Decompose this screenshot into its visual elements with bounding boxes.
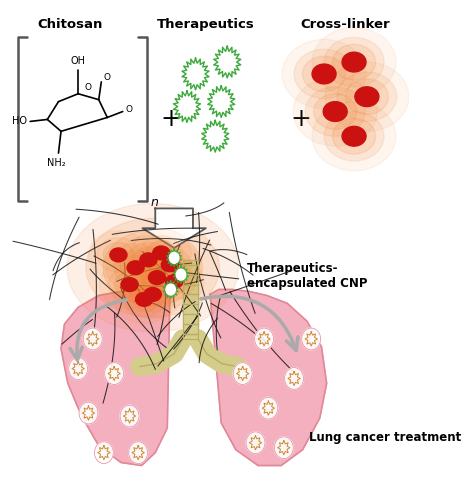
Ellipse shape xyxy=(305,87,365,136)
Circle shape xyxy=(176,269,186,280)
Ellipse shape xyxy=(97,238,140,272)
Text: O: O xyxy=(85,83,92,92)
Circle shape xyxy=(105,363,124,384)
Ellipse shape xyxy=(302,56,346,92)
Ellipse shape xyxy=(161,258,178,272)
Circle shape xyxy=(255,328,273,350)
Ellipse shape xyxy=(355,87,379,107)
Circle shape xyxy=(83,328,102,350)
Ellipse shape xyxy=(136,292,153,307)
Ellipse shape xyxy=(325,62,409,131)
Circle shape xyxy=(69,358,88,379)
Text: OH: OH xyxy=(71,56,86,66)
Ellipse shape xyxy=(148,247,191,282)
Ellipse shape xyxy=(142,265,173,290)
Circle shape xyxy=(166,284,175,295)
Ellipse shape xyxy=(67,204,238,332)
Ellipse shape xyxy=(312,28,396,97)
Ellipse shape xyxy=(144,257,204,306)
Circle shape xyxy=(79,402,98,424)
Ellipse shape xyxy=(153,264,196,299)
Ellipse shape xyxy=(127,243,170,277)
Ellipse shape xyxy=(342,126,366,146)
Ellipse shape xyxy=(140,241,200,289)
Text: Chitosan: Chitosan xyxy=(37,18,102,31)
Ellipse shape xyxy=(106,244,165,292)
Polygon shape xyxy=(142,209,206,248)
Circle shape xyxy=(94,442,113,463)
Ellipse shape xyxy=(293,77,377,146)
Ellipse shape xyxy=(165,275,182,288)
Text: n: n xyxy=(150,196,158,209)
Ellipse shape xyxy=(148,271,165,284)
Text: Therapeutics: Therapeutics xyxy=(157,18,255,31)
Ellipse shape xyxy=(114,272,145,297)
Ellipse shape xyxy=(114,275,174,324)
Ellipse shape xyxy=(129,287,160,312)
Ellipse shape xyxy=(127,261,144,275)
Ellipse shape xyxy=(123,282,165,317)
Circle shape xyxy=(302,328,320,350)
Text: NH₂: NH₂ xyxy=(46,158,65,168)
Ellipse shape xyxy=(120,255,151,280)
Ellipse shape xyxy=(103,230,202,306)
Polygon shape xyxy=(182,260,198,339)
Ellipse shape xyxy=(342,52,366,72)
Ellipse shape xyxy=(118,236,178,284)
Text: O: O xyxy=(125,105,132,114)
Circle shape xyxy=(274,437,293,459)
Ellipse shape xyxy=(121,277,138,291)
Ellipse shape xyxy=(282,39,366,109)
Ellipse shape xyxy=(127,253,187,302)
Text: Lung cancer treatment: Lung cancer treatment xyxy=(310,431,462,444)
Ellipse shape xyxy=(137,282,168,307)
Ellipse shape xyxy=(294,49,354,99)
Ellipse shape xyxy=(314,94,357,129)
Ellipse shape xyxy=(131,277,174,312)
Ellipse shape xyxy=(153,246,170,260)
Ellipse shape xyxy=(100,260,160,309)
Ellipse shape xyxy=(332,119,375,154)
Circle shape xyxy=(285,368,303,389)
Ellipse shape xyxy=(345,79,389,115)
Circle shape xyxy=(120,405,139,427)
Ellipse shape xyxy=(312,102,396,171)
Ellipse shape xyxy=(103,243,134,267)
Circle shape xyxy=(246,432,265,454)
Ellipse shape xyxy=(114,250,157,285)
Ellipse shape xyxy=(140,253,157,267)
Ellipse shape xyxy=(155,252,185,277)
Ellipse shape xyxy=(140,236,182,270)
Ellipse shape xyxy=(159,269,190,294)
Ellipse shape xyxy=(144,287,161,302)
Ellipse shape xyxy=(110,248,127,262)
Ellipse shape xyxy=(108,267,151,302)
Text: Therapeutics-
encapsulated CNP: Therapeutics- encapsulated CNP xyxy=(247,262,367,290)
Ellipse shape xyxy=(86,218,219,317)
Ellipse shape xyxy=(324,37,384,87)
Ellipse shape xyxy=(324,112,384,161)
Ellipse shape xyxy=(89,231,148,279)
Ellipse shape xyxy=(323,102,347,122)
Text: +: + xyxy=(160,107,181,131)
Polygon shape xyxy=(61,289,170,465)
Ellipse shape xyxy=(146,241,177,265)
Ellipse shape xyxy=(337,72,397,122)
Circle shape xyxy=(259,397,278,419)
Text: O: O xyxy=(103,73,110,83)
Polygon shape xyxy=(210,289,327,465)
Ellipse shape xyxy=(131,229,191,277)
Text: +: + xyxy=(291,107,311,131)
Text: HO: HO xyxy=(12,117,27,126)
Circle shape xyxy=(169,252,179,263)
Ellipse shape xyxy=(133,247,164,272)
Ellipse shape xyxy=(136,260,178,295)
Circle shape xyxy=(129,442,147,463)
Text: Cross-linker: Cross-linker xyxy=(301,18,390,31)
Circle shape xyxy=(233,363,252,384)
Ellipse shape xyxy=(332,44,375,80)
Ellipse shape xyxy=(123,270,182,319)
Ellipse shape xyxy=(312,64,336,84)
